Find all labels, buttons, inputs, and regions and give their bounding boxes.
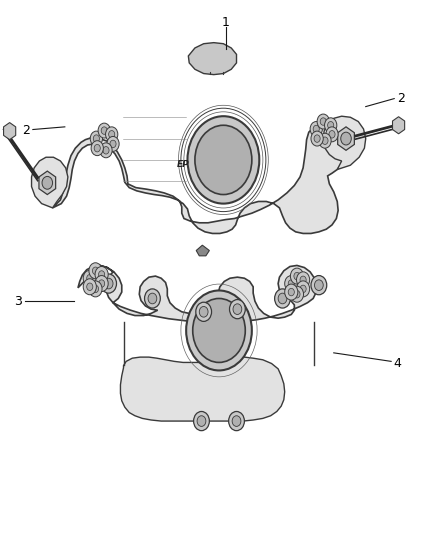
- Circle shape: [83, 270, 96, 286]
- Polygon shape: [53, 124, 347, 233]
- Circle shape: [109, 131, 115, 138]
- Polygon shape: [32, 157, 68, 208]
- Circle shape: [104, 278, 113, 289]
- Circle shape: [103, 147, 109, 154]
- Circle shape: [229, 411, 244, 431]
- Circle shape: [275, 289, 290, 308]
- Circle shape: [89, 281, 102, 297]
- Circle shape: [92, 267, 99, 274]
- Circle shape: [319, 133, 331, 148]
- Circle shape: [233, 304, 242, 314]
- Circle shape: [285, 284, 298, 300]
- Polygon shape: [78, 265, 316, 322]
- Circle shape: [288, 280, 294, 287]
- Circle shape: [297, 281, 310, 297]
- Circle shape: [196, 302, 212, 321]
- Circle shape: [95, 276, 108, 292]
- Circle shape: [197, 416, 206, 426]
- Circle shape: [101, 274, 117, 293]
- Circle shape: [294, 272, 300, 280]
- Circle shape: [325, 118, 337, 133]
- Circle shape: [89, 263, 102, 279]
- Polygon shape: [338, 127, 354, 150]
- Circle shape: [300, 285, 306, 293]
- Circle shape: [187, 116, 259, 204]
- Polygon shape: [4, 123, 16, 140]
- Text: 2: 2: [397, 92, 405, 105]
- Circle shape: [290, 286, 304, 302]
- Circle shape: [328, 122, 334, 129]
- Circle shape: [100, 143, 112, 158]
- Circle shape: [145, 289, 160, 308]
- Circle shape: [329, 131, 335, 138]
- Circle shape: [290, 268, 304, 284]
- Circle shape: [278, 293, 287, 304]
- Text: 2: 2: [22, 124, 30, 137]
- Polygon shape: [120, 357, 285, 421]
- Circle shape: [320, 118, 326, 125]
- Circle shape: [314, 135, 320, 142]
- Circle shape: [285, 276, 298, 292]
- Circle shape: [199, 306, 208, 317]
- Circle shape: [110, 140, 116, 148]
- Circle shape: [297, 272, 310, 288]
- Circle shape: [288, 288, 294, 296]
- Circle shape: [92, 285, 99, 293]
- Circle shape: [42, 176, 53, 189]
- Circle shape: [310, 122, 322, 136]
- Circle shape: [99, 280, 105, 287]
- Circle shape: [311, 276, 327, 295]
- Circle shape: [93, 135, 99, 142]
- Circle shape: [326, 127, 338, 142]
- Polygon shape: [392, 117, 405, 134]
- Text: 4: 4: [394, 357, 402, 370]
- Circle shape: [95, 266, 108, 282]
- Circle shape: [106, 127, 118, 142]
- Polygon shape: [39, 171, 56, 195]
- Polygon shape: [196, 245, 209, 256]
- Circle shape: [230, 300, 245, 319]
- Polygon shape: [323, 116, 366, 169]
- Circle shape: [194, 411, 209, 431]
- Polygon shape: [188, 43, 237, 75]
- Circle shape: [317, 114, 329, 129]
- Text: 1: 1: [222, 16, 230, 29]
- Circle shape: [107, 136, 119, 151]
- Circle shape: [148, 293, 157, 304]
- Circle shape: [87, 283, 93, 290]
- Circle shape: [300, 276, 306, 284]
- Circle shape: [195, 125, 252, 195]
- Circle shape: [83, 279, 96, 295]
- Text: EP: EP: [177, 160, 190, 168]
- Circle shape: [186, 290, 252, 370]
- Circle shape: [322, 137, 328, 144]
- Circle shape: [90, 131, 102, 146]
- Circle shape: [91, 141, 103, 156]
- Circle shape: [311, 131, 323, 146]
- Circle shape: [94, 144, 100, 152]
- Circle shape: [314, 280, 323, 290]
- Text: 3: 3: [14, 295, 22, 308]
- Circle shape: [101, 127, 107, 134]
- Circle shape: [99, 271, 105, 278]
- Circle shape: [193, 298, 245, 362]
- Circle shape: [313, 125, 319, 133]
- Circle shape: [232, 416, 241, 426]
- Circle shape: [87, 274, 93, 282]
- Circle shape: [98, 123, 110, 138]
- Circle shape: [341, 132, 351, 145]
- Circle shape: [294, 290, 300, 298]
